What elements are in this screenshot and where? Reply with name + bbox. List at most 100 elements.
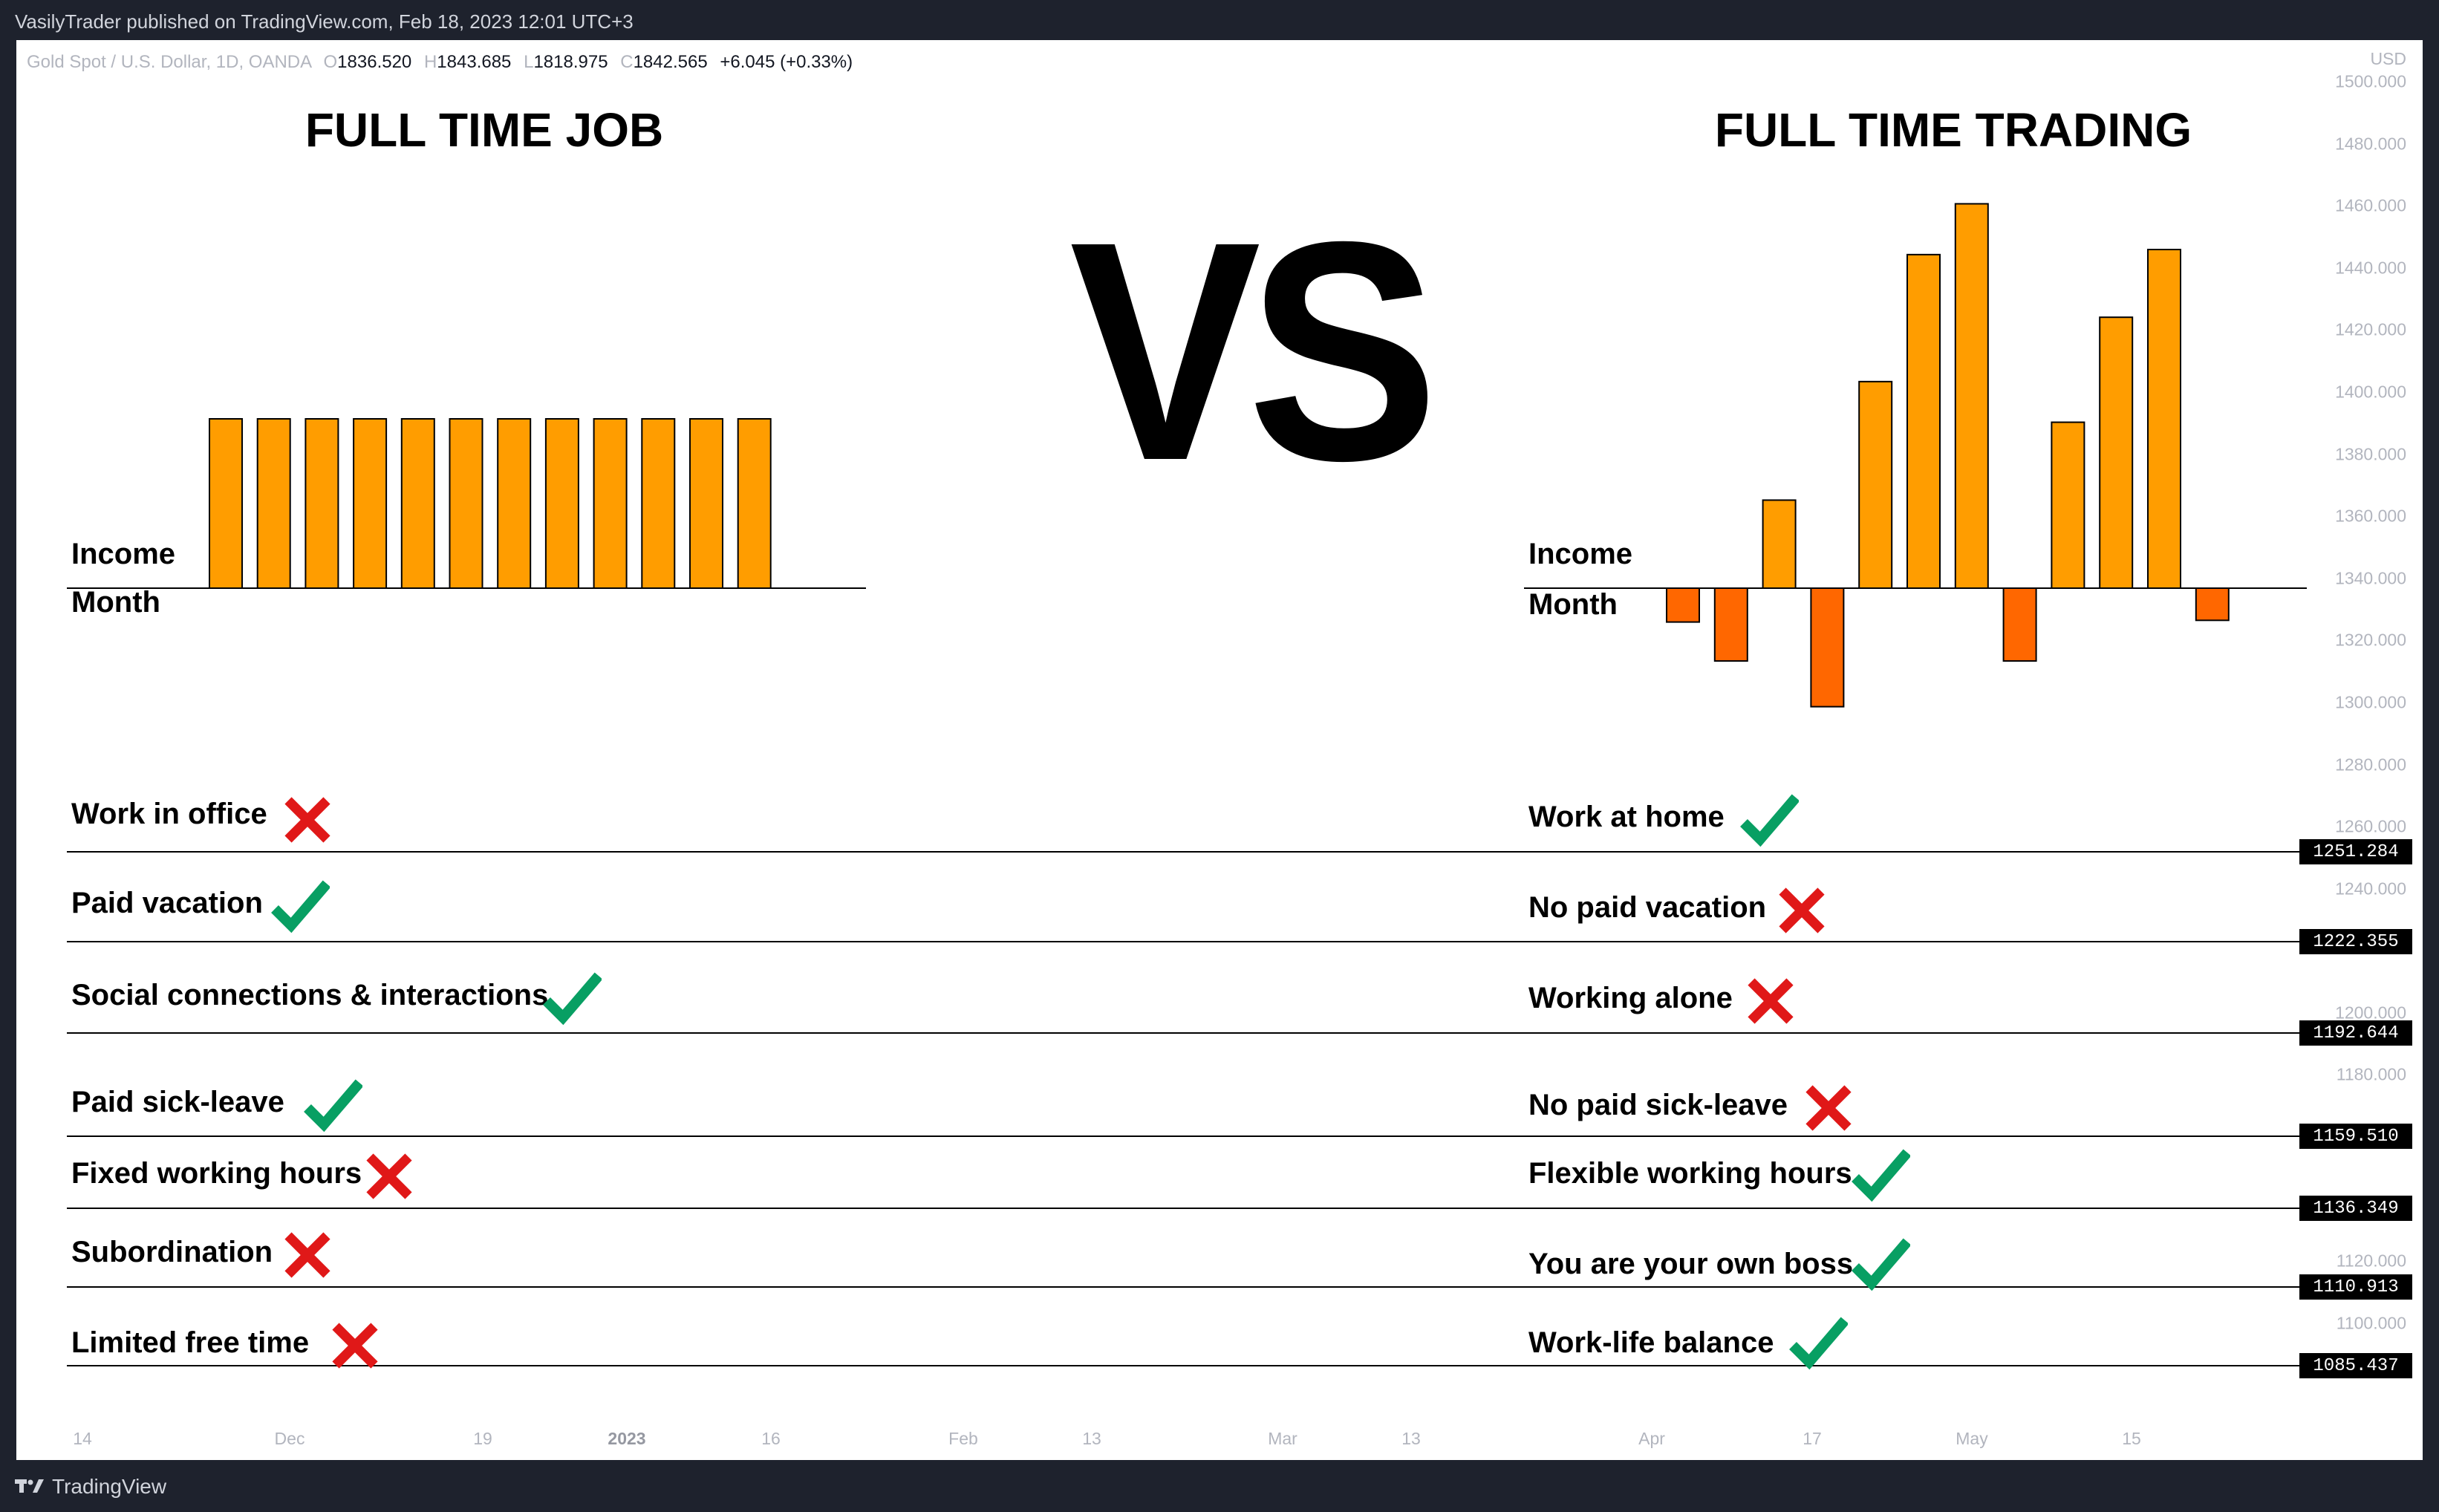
price-tick: 1360.000 xyxy=(2335,506,2406,526)
low-key: L xyxy=(524,52,534,72)
right-check-icon xyxy=(1788,1313,1849,1372)
time-tick: Mar xyxy=(1268,1429,1297,1448)
left-check-icon xyxy=(270,876,331,936)
left-income-bar xyxy=(256,418,291,589)
left-month-label: Month xyxy=(71,586,160,619)
right-income-bar xyxy=(2051,421,2085,589)
left-row-label: Social connections & interactions xyxy=(71,979,549,1011)
time-tick: 16 xyxy=(761,1429,781,1448)
price-tick: 1380.000 xyxy=(2335,444,2406,464)
publish-header: VasilyTrader published on TradingView.co… xyxy=(0,0,2439,42)
row-separator xyxy=(67,1032,2299,1034)
right-row-label: You are your own boss xyxy=(1528,1248,1854,1280)
right-row-label: Work-life balance xyxy=(1528,1326,1774,1359)
right-income-bar xyxy=(1713,587,1748,662)
left-income-bar xyxy=(209,418,243,589)
currency-label: USD xyxy=(2370,49,2406,68)
left-check-icon xyxy=(303,1075,364,1135)
symbol-legend: Gold Spot / U.S. Dollar, 1D, OANDA O1836… xyxy=(27,52,853,73)
left-income-bar xyxy=(353,418,388,589)
high-key: H xyxy=(423,52,437,72)
price-tick: 1420.000 xyxy=(2335,319,2406,339)
right-income-bar xyxy=(1858,380,1893,589)
time-tick: 15 xyxy=(2122,1429,2141,1448)
time-tick: 17 xyxy=(1803,1429,1822,1448)
left-income-bar xyxy=(737,418,772,589)
left-income-bar xyxy=(641,418,676,589)
time-tick: 2023 xyxy=(608,1429,646,1448)
tradingview-brand: TradingView xyxy=(52,1475,167,1498)
close-key: C xyxy=(620,52,634,72)
chart-canvas[interactable]: Gold Spot / U.S. Dollar, 1D, OANDA O1836… xyxy=(16,40,2423,1460)
symbol-name[interactable]: Gold Spot / U.S. Dollar, 1D, OANDA xyxy=(27,52,311,72)
row-separator xyxy=(67,1208,2299,1209)
left-income-bar xyxy=(449,418,483,589)
row-separator xyxy=(67,1135,2299,1137)
high-value: 1843.685 xyxy=(437,52,512,72)
price-tick: 1440.000 xyxy=(2335,258,2406,278)
left-row-label: Paid sick-leave xyxy=(71,1086,284,1118)
right-row-label: Working alone xyxy=(1528,982,1733,1014)
right-income-bar xyxy=(1762,499,1797,589)
price-tag: 1251.284 xyxy=(2299,839,2412,864)
time-tick: May xyxy=(1956,1429,1988,1448)
price-tick: 1300.000 xyxy=(2335,692,2406,712)
right-income-bar xyxy=(2099,316,2134,589)
left-row-label: Work in office xyxy=(71,798,267,830)
left-income-bar xyxy=(689,418,723,589)
right-check-icon xyxy=(1739,790,1800,850)
price-tag: 1110.913 xyxy=(2299,1274,2412,1300)
left-row-label: Subordination xyxy=(71,1236,273,1268)
left-cross-icon xyxy=(325,1316,385,1375)
price-tick: 1120.000 xyxy=(2336,1251,2406,1271)
tradingview-logo[interactable]: TradingView xyxy=(15,1475,166,1499)
low-value: 1818.975 xyxy=(533,52,608,72)
price-tick: 1200.000 xyxy=(2335,1003,2406,1023)
left-row-label: Limited free time xyxy=(71,1326,310,1359)
left-row-label: Paid vacation xyxy=(71,887,263,919)
right-month-label: Month xyxy=(1528,588,1618,621)
left-income-bar xyxy=(544,418,579,589)
price-tick: 1400.000 xyxy=(2335,382,2406,402)
right-cross-icon xyxy=(1741,971,1800,1031)
right-row-label: Flexible working hours xyxy=(1528,1157,1852,1190)
right-row-label: Work at home xyxy=(1528,801,1725,833)
open-value: 1836.520 xyxy=(337,52,412,72)
left-check-icon xyxy=(542,968,603,1028)
price-tag: 1159.510 xyxy=(2299,1124,2412,1149)
left-income-label: Income xyxy=(71,538,176,570)
price-tick: 1260.000 xyxy=(2335,816,2406,836)
right-income-bar xyxy=(1810,587,1845,708)
time-tick: 19 xyxy=(473,1429,492,1448)
time-tick: Dec xyxy=(274,1429,305,1448)
right-income-bar xyxy=(2002,587,2037,662)
price-tag: 1192.644 xyxy=(2299,1020,2412,1046)
left-income-bar xyxy=(400,418,435,589)
right-income-bar xyxy=(2195,587,2230,622)
time-tick: Feb xyxy=(948,1429,978,1448)
right-row-label: No paid sick-leave xyxy=(1528,1089,1788,1121)
right-title: FULL TIME TRADING xyxy=(1714,103,2192,157)
time-tick: 13 xyxy=(1082,1429,1101,1448)
tradingview-logo-icon xyxy=(15,1479,44,1493)
price-tick: 1460.000 xyxy=(2335,195,2406,215)
income-bar-charts xyxy=(67,203,2307,708)
right-income-bar xyxy=(1906,253,1941,589)
price-tag: 1136.349 xyxy=(2299,1196,2412,1221)
right-check-icon xyxy=(1851,1145,1912,1205)
price-tick: 1500.000 xyxy=(2335,71,2406,91)
price-tick: 1280.000 xyxy=(2335,755,2406,775)
price-tick: 1180.000 xyxy=(2336,1064,2406,1084)
right-check-icon xyxy=(1851,1234,1912,1294)
vs-text: VS xyxy=(1069,177,1439,526)
row-separator xyxy=(67,1365,2299,1366)
change-value: +6.045 (+0.33%) xyxy=(720,52,853,72)
left-cross-icon xyxy=(278,1225,337,1285)
left-income-bar xyxy=(305,418,339,589)
left-income-bar xyxy=(593,418,628,589)
left-title: FULL TIME JOB xyxy=(305,103,664,157)
right-row-label: No paid vacation xyxy=(1528,891,1767,924)
left-row-label: Fixed working hours xyxy=(71,1157,362,1190)
close-value: 1842.565 xyxy=(633,52,708,72)
row-separator xyxy=(67,1286,2299,1288)
